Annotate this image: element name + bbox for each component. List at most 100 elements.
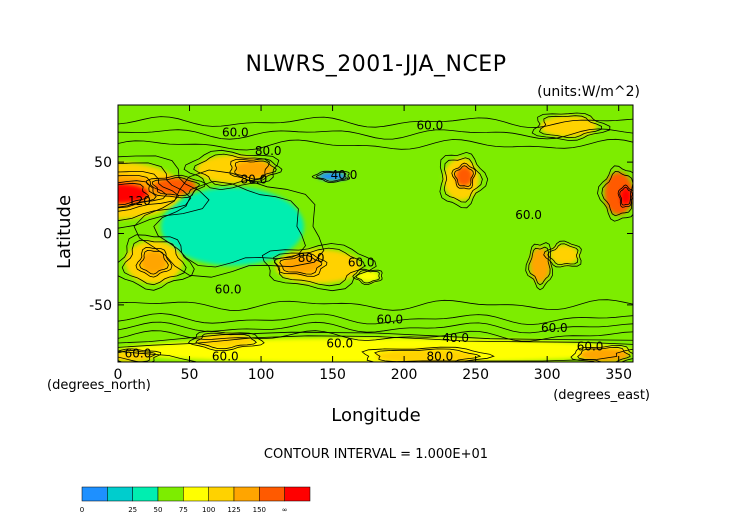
plot-area: 60.0 80.0 120 80.0 60.0 40.0 60.0 80.0 60.0 60.0 6…: [117, 104, 634, 364]
contour-line: [118, 128, 633, 140]
x-tick-label: 200: [391, 367, 418, 383]
colorbar-tick-label: ∞: [282, 506, 288, 514]
x-tick-label: 100: [248, 367, 275, 383]
x-tick-label: 300: [534, 367, 561, 383]
x-axis: 0 50 100 150 200 250 300 350: [114, 105, 632, 383]
contour-line: [146, 174, 206, 199]
contour-line: [311, 170, 351, 183]
contour-line: [118, 299, 633, 311]
contour-line: [352, 268, 383, 285]
contour-label: 60.0: [222, 125, 249, 139]
contour-label: 40.0: [442, 331, 469, 345]
colorbar-tick-label: 125: [227, 506, 240, 514]
field-region: [375, 349, 476, 362]
contour-line: [118, 175, 168, 208]
contour-line: [229, 158, 283, 182]
contour-label: 120: [128, 194, 151, 208]
contour-line: [619, 186, 633, 206]
contour-line: [547, 243, 579, 266]
colorbar-tick-label: 75: [179, 506, 188, 514]
contour-label: 60.0: [215, 282, 242, 296]
colorbar-swatch: [284, 486, 311, 502]
contour-label: 60.0: [577, 340, 604, 354]
contour-line: [531, 112, 611, 141]
contour-label: 80.0: [241, 173, 268, 187]
y-tick-label: 0: [103, 227, 112, 243]
contour-label: 60.0: [541, 321, 568, 335]
y-tick-label: -50: [89, 298, 112, 314]
contour-line: [361, 346, 495, 362]
x-tick-label: 150: [319, 367, 346, 383]
contour-label: 60.0: [348, 255, 375, 269]
x-tick-label: 0: [114, 367, 123, 383]
contour-line: [133, 169, 325, 278]
contour-lines: [118, 112, 633, 362]
contour-line: [118, 313, 633, 326]
contour-line: [118, 155, 210, 229]
x-unit-label: (degrees_east): [553, 388, 650, 403]
contour-label: 80.0: [298, 251, 325, 265]
contour-line: [121, 239, 187, 286]
colorbar-tick-label: 100: [202, 506, 215, 514]
contour-line: [118, 331, 633, 362]
contour-line: [273, 247, 366, 287]
colorbar-swatch: [107, 486, 133, 502]
colorbar-tick-label: 25: [128, 506, 137, 514]
field-region: [455, 166, 473, 187]
contour-labels: 60.0 80.0 120 80.0 60.0 40.0 60.0 80.0 60.0 60.0 6…: [125, 118, 604, 363]
contour-line: [151, 177, 200, 197]
contour-line: [118, 321, 633, 334]
contour-line: [118, 348, 162, 362]
contour-label: 60.0: [212, 350, 239, 364]
colorbar-swatch: [81, 486, 108, 502]
contour-line: [439, 151, 489, 209]
contour-line: [617, 184, 633, 208]
contour-line: [118, 182, 150, 206]
contour-line: [118, 180, 157, 209]
y-unit-label: (degrees_north): [47, 378, 151, 393]
contour-line: [195, 332, 257, 350]
contour-line: [183, 149, 280, 191]
contour-line: [525, 242, 554, 291]
contour-line: [597, 165, 633, 222]
contour-label: 40.0: [331, 168, 358, 182]
x-tick-label: 250: [462, 367, 489, 383]
contour-interval-label: CONTOUR INTERVAL = 1.000E+01: [264, 447, 488, 462]
field-region: [318, 172, 347, 181]
y-tick-label: 50: [94, 155, 112, 171]
chart-title: NLWRS_2001-JJA_NCEP: [246, 52, 507, 77]
colorbar-swatch: [157, 486, 184, 502]
contour-line: [577, 346, 631, 362]
field-region: [579, 347, 630, 362]
contour-label: 60.0: [326, 337, 353, 351]
contour-line: [234, 160, 277, 180]
contour-line: [118, 116, 633, 129]
colorbar-swatch: [132, 486, 159, 502]
colorbar-swatch: [233, 486, 260, 502]
contour-line: [355, 270, 380, 284]
contour-line: [139, 249, 169, 275]
contour-line: [453, 165, 474, 187]
x-tick-label: 50: [181, 367, 199, 383]
field-region: [118, 183, 149, 204]
colorbar-swatch: [259, 486, 285, 502]
field-region: [118, 337, 633, 362]
contour-line: [118, 330, 633, 342]
colorbar-swatch: [208, 486, 235, 502]
contour-line: [601, 170, 633, 217]
contour-label: 60.0: [515, 208, 542, 222]
contour-line: [279, 254, 323, 275]
contour-line: [528, 246, 551, 286]
contour-line: [443, 157, 483, 203]
field-region: [550, 244, 579, 265]
field-region: [233, 160, 274, 178]
field-region: [160, 187, 304, 266]
colorbar-tick-label: 50: [154, 506, 163, 514]
contour-label: 80.0: [255, 144, 282, 158]
contour-line: [153, 180, 306, 268]
contour-line: [315, 171, 347, 182]
contour-line: [543, 240, 582, 268]
field-region: [620, 187, 632, 205]
field-region: [356, 270, 380, 283]
